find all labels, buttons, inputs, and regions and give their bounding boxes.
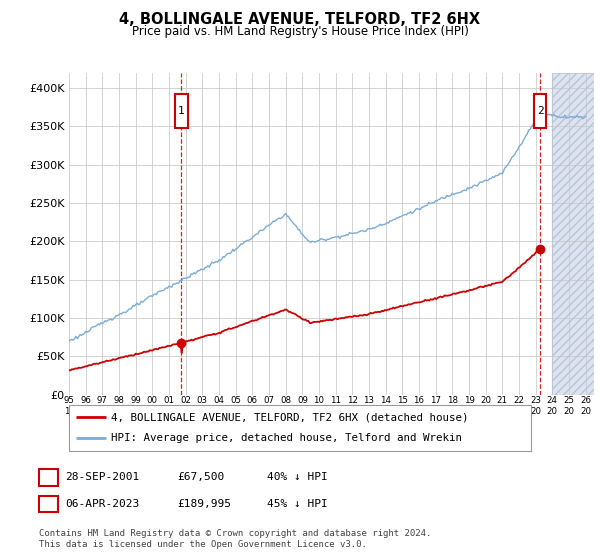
Text: Contains HM Land Registry data © Crown copyright and database right 2024.
This d: Contains HM Land Registry data © Crown c… xyxy=(39,529,431,549)
Text: 2: 2 xyxy=(45,499,52,509)
Bar xyxy=(553,73,594,395)
Text: Price paid vs. HM Land Registry's House Price Index (HPI): Price paid vs. HM Land Registry's House … xyxy=(131,25,469,38)
Text: 2: 2 xyxy=(537,106,544,116)
Bar xyxy=(553,73,594,395)
Text: £189,995: £189,995 xyxy=(177,499,231,509)
Text: 1: 1 xyxy=(45,472,52,482)
Text: 06-APR-2023: 06-APR-2023 xyxy=(65,499,139,509)
Text: 28-SEP-2001: 28-SEP-2001 xyxy=(65,472,139,482)
Text: 4, BOLLINGALE AVENUE, TELFORD, TF2 6HX: 4, BOLLINGALE AVENUE, TELFORD, TF2 6HX xyxy=(119,12,481,27)
Text: 4, BOLLINGALE AVENUE, TELFORD, TF2 6HX (detached house): 4, BOLLINGALE AVENUE, TELFORD, TF2 6HX (… xyxy=(110,412,468,422)
FancyBboxPatch shape xyxy=(534,94,547,128)
Text: 45% ↓ HPI: 45% ↓ HPI xyxy=(267,499,328,509)
Text: 40% ↓ HPI: 40% ↓ HPI xyxy=(267,472,328,482)
FancyBboxPatch shape xyxy=(175,94,188,128)
Text: 1: 1 xyxy=(178,106,185,116)
Text: £67,500: £67,500 xyxy=(177,472,224,482)
Text: HPI: Average price, detached house, Telford and Wrekin: HPI: Average price, detached house, Telf… xyxy=(110,433,461,444)
FancyBboxPatch shape xyxy=(69,405,531,451)
